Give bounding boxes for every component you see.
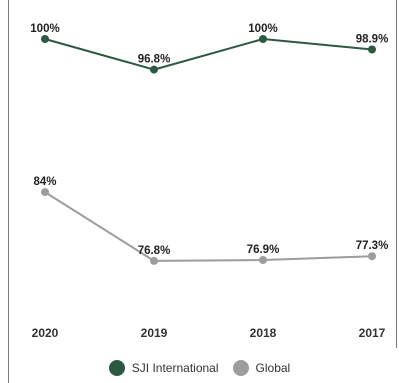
series-global: 84% 76.8% 76.9% 77.3% — [33, 176, 388, 265]
data-label-sji-international-2019: 96.8% — [138, 54, 171, 66]
legend: SJI International Global — [0, 360, 399, 376]
x-tick-label-2017: 2017 — [359, 326, 386, 340]
series-layer: 100% 96.8% 100% 98.9% 84% 76.8% 76.9% 77.3% — [30, 23, 388, 265]
x-axis-ticks: 2020 2019 2018 2017 — [32, 326, 386, 340]
legend-label-sji-international: SJI International — [131, 361, 219, 375]
data-point-sji-international-2019[interactable] — [150, 65, 158, 74]
data-label-sji-international-2018: 100% — [248, 23, 277, 35]
series-line-sji-international — [44, 38, 373, 71]
data-label-global-2017: 77.3% — [356, 240, 389, 252]
legend-label-global: Global — [255, 361, 291, 375]
data-point-sji-international-2020[interactable] — [41, 35, 49, 43]
data-point-sji-international-2017[interactable] — [368, 45, 376, 54]
data-label-sji-international-2017: 98.9% — [356, 34, 389, 46]
x-tick-label-2019: 2019 — [141, 326, 168, 340]
x-tick-label-2020: 2020 — [32, 326, 59, 340]
legend-swatch-sji-international — [108, 360, 125, 376]
data-point-global-2018[interactable] — [259, 256, 267, 264]
data-label-global-2018: 76.9% — [247, 244, 280, 256]
data-point-global-2019[interactable] — [150, 256, 158, 265]
data-label-sji-international-2020: 100% — [30, 23, 59, 35]
data-point-sji-international-2018[interactable] — [259, 35, 267, 43]
legend-item-global[interactable]: Global — [232, 360, 291, 376]
data-label-global-2019: 76.8% — [138, 245, 171, 257]
data-point-global-2017[interactable] — [368, 252, 376, 261]
data-label-global-2020: 84% — [33, 176, 56, 188]
series-sji-international: 100% 96.8% 100% 98.9% — [30, 23, 388, 74]
x-tick-label-2018: 2018 — [250, 326, 277, 340]
data-point-global-2020[interactable] — [41, 188, 49, 197]
series-line-global — [44, 191, 373, 262]
legend-item-sji-international[interactable]: SJI International — [108, 360, 219, 376]
legend-swatch-global — [232, 360, 249, 376]
